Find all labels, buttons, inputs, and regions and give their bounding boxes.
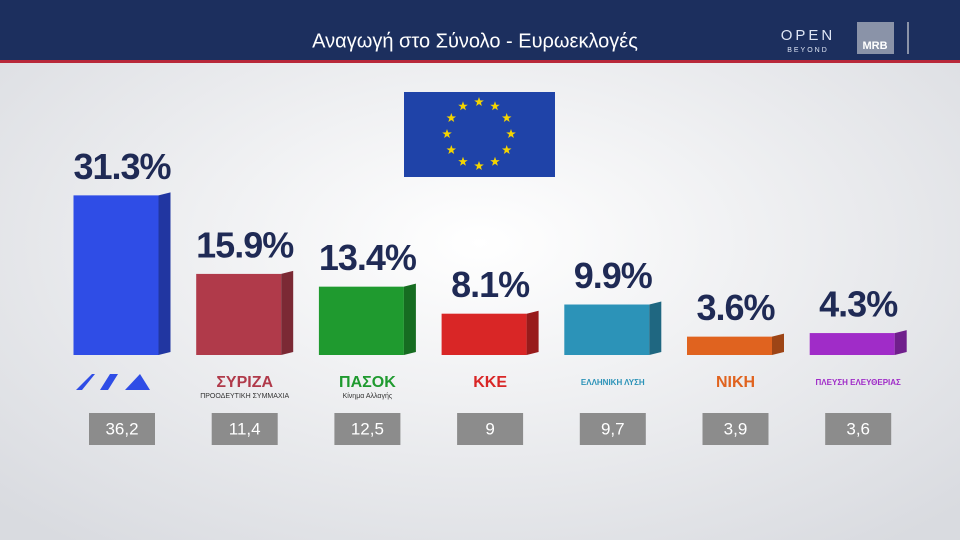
bar: [809, 333, 895, 355]
star: [458, 101, 468, 111]
star: [506, 129, 516, 138]
previous-label: 12,5: [351, 419, 384, 438]
star: [442, 129, 452, 138]
logo-shape: [76, 374, 95, 390]
previous-label: 9: [485, 419, 494, 438]
value-label: 4.3%: [819, 284, 898, 325]
previous-box: [334, 413, 401, 445]
bar: [687, 336, 772, 355]
bar-side: [281, 270, 294, 355]
previous-box: [89, 413, 155, 445]
bar: [441, 313, 527, 355]
value-label: 13.4%: [319, 237, 417, 278]
star: [490, 156, 500, 166]
bar: [73, 195, 159, 355]
category-label: ΕΛΛΗΝΙΚΗ ΛΥΣΗ: [581, 378, 645, 387]
broadcaster-tagline: BEYOND: [787, 47, 829, 54]
bar-side: [526, 310, 539, 355]
star: [474, 161, 484, 170]
star: [458, 156, 468, 166]
previous-box: [825, 413, 892, 445]
previous-box: [211, 413, 278, 445]
category-sublabel: Κίνημα Αλλαγής: [343, 392, 393, 400]
star: [446, 145, 456, 154]
broadcaster-logo: OPEN: [781, 27, 836, 44]
pollster-logo-box: [857, 22, 894, 54]
logo-shape: [125, 374, 150, 390]
bar: [564, 304, 650, 355]
eu-flag: [404, 92, 555, 177]
value-label: 31.3%: [73, 146, 171, 187]
previous-label: 36,2: [105, 419, 138, 438]
previous-label: 11,4: [229, 419, 261, 438]
previous-box: [579, 413, 646, 445]
bar: [318, 286, 404, 355]
flag-stars: [442, 97, 516, 170]
bar: [196, 273, 282, 355]
bar-side: [403, 283, 416, 355]
category-label: ΚΚΕ: [473, 374, 507, 391]
header-bar: [0, 0, 960, 60]
header-stripe: [0, 60, 960, 63]
pollster-logo: MRB: [862, 40, 887, 52]
category-label: ΠΑΣΟΚ: [339, 374, 396, 391]
category-sublabel: ΠΡΟΟΔΕΥΤΙΚΗ ΣΥΜΜΑΧΙΑ: [200, 393, 289, 400]
value-label: 15.9%: [196, 224, 294, 265]
star: [502, 113, 512, 122]
bar-side: [649, 301, 662, 355]
chart-title: Αναγωγή στο Σύνολο - Ευρωεκλογές: [312, 30, 638, 52]
previous-label: 3,6: [846, 419, 870, 438]
star: [490, 101, 500, 111]
bar-side: [772, 333, 784, 355]
bar-side: [894, 330, 907, 355]
category-label: ΝΙΚΗ: [716, 374, 755, 391]
previous-box: [457, 413, 524, 445]
nd-logo: [76, 374, 150, 390]
value-label: 3.6%: [696, 287, 775, 328]
value-label: 8.1%: [451, 264, 530, 305]
star: [502, 145, 512, 154]
previous-box: [702, 413, 769, 445]
category-label: ΣΥΡΙΖΑ: [216, 374, 273, 391]
previous-label: 9,7: [601, 419, 625, 438]
category-label: ΠΛΕΥΣΗ ΕΛΕΥΘΕΡΙΑΣ: [816, 378, 902, 387]
value-label: 9.9%: [574, 255, 653, 296]
bar-side: [158, 192, 171, 355]
logo-shape: [100, 374, 118, 390]
star: [474, 97, 484, 106]
star: [446, 113, 456, 122]
previous-label: 3,9: [724, 419, 748, 438]
